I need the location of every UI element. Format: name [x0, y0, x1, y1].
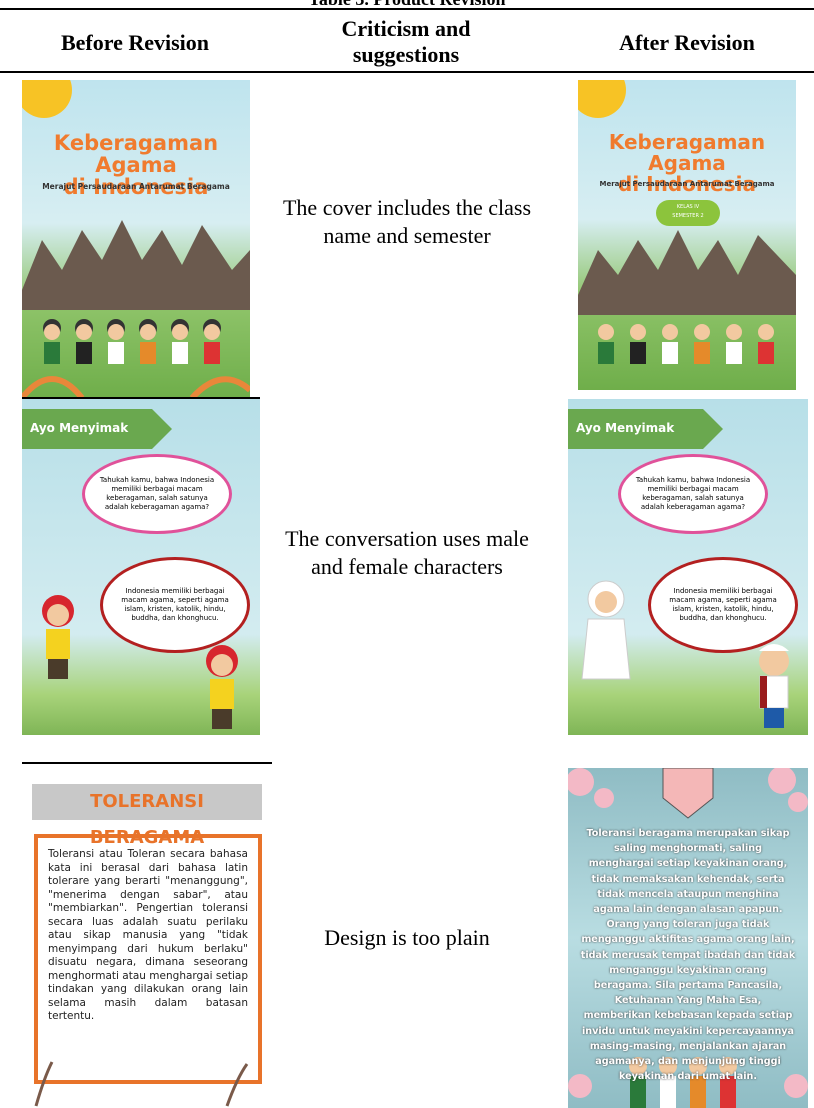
- criticism: Design is too plain: [324, 925, 490, 950]
- speech-bubble: Tahukah kamu, bahwa Indonesia memiliki b…: [82, 454, 232, 534]
- title-line: Keberagaman Agama: [53, 131, 219, 177]
- class: KELAS IV: [676, 204, 700, 210]
- dialog-before: Ayo Menyimak Tahukah kamu, bahwa Indones…: [22, 399, 260, 735]
- header-after: After Revision: [619, 30, 755, 55]
- top-rule: [0, 8, 814, 10]
- title-line: di Indonesia: [618, 172, 756, 196]
- header-before: Before Revision: [60, 30, 210, 55]
- cover-title: Keberagaman Agama di Indonesia: [22, 132, 250, 198]
- paragraph: Toleransi atau Toleran secara bahasa kat…: [34, 834, 262, 1084]
- cover-art: [578, 80, 796, 364]
- cover-before: Keberagaman Agama di Indonesia Merajut Pe…: [22, 80, 250, 398]
- image-border: [22, 762, 272, 764]
- cover-subtitle: Merajut Persaudaraan Antarumat Beragama: [599, 180, 775, 188]
- caption: Table 3. Product Revision: [0, 0, 814, 12]
- dialog-after: Ayo Menyimak Tahukah kamu, bahwa Indones…: [568, 399, 808, 735]
- cover-title: Keberagaman Agama di Indonesia: [578, 132, 796, 195]
- semester: SEMESTER 2: [672, 213, 704, 219]
- leaf-decor: [34, 1061, 249, 1107]
- criticism: The cover includes the class name and se…: [282, 195, 531, 248]
- title-line: Keberagaman Agama: [608, 130, 766, 175]
- banner: Ayo Menyimak: [30, 421, 129, 435]
- title-line: di Indonesia: [63, 175, 209, 199]
- cover-after: Keberagaman Agama di Indonesia Merajut Pe…: [578, 80, 796, 390]
- cover-subtitle: Merajut Persaudaraan Antarumat Beragama: [42, 182, 230, 191]
- dialog-art: [22, 409, 238, 729]
- speech-bubble: Indonesia memiliki berbagai macam agama,…: [648, 557, 798, 653]
- plain-before: TOLERANSI BERAGAMA Toleransi atau Tolera…: [22, 766, 272, 1108]
- header-criticism: Criticism and suggestions: [341, 16, 471, 67]
- banner: Ayo Menyimak: [576, 421, 675, 435]
- heading: TOLERANSI BERAGAMA: [32, 784, 262, 848]
- paragraph: Toleransi beragama merupakan sikap salin…: [580, 828, 796, 1083]
- image-border: [22, 397, 260, 399]
- floral-art: [568, 768, 808, 1108]
- dialog-art: [568, 409, 789, 728]
- criticism: The conversation uses male and female ch…: [285, 526, 529, 579]
- header-rule: [0, 71, 814, 73]
- cover-art: [22, 80, 250, 398]
- cover-class: KELAS IV SEMESTER 2: [656, 203, 720, 221]
- speech-bubble: Tahukah kamu, bahwa Indonesia memiliki b…: [618, 454, 768, 534]
- plain-after: Toleransi beragama merupakan sikap salin…: [568, 768, 808, 1108]
- speech-bubble: Indonesia memiliki berbagai macam agama,…: [100, 557, 250, 653]
